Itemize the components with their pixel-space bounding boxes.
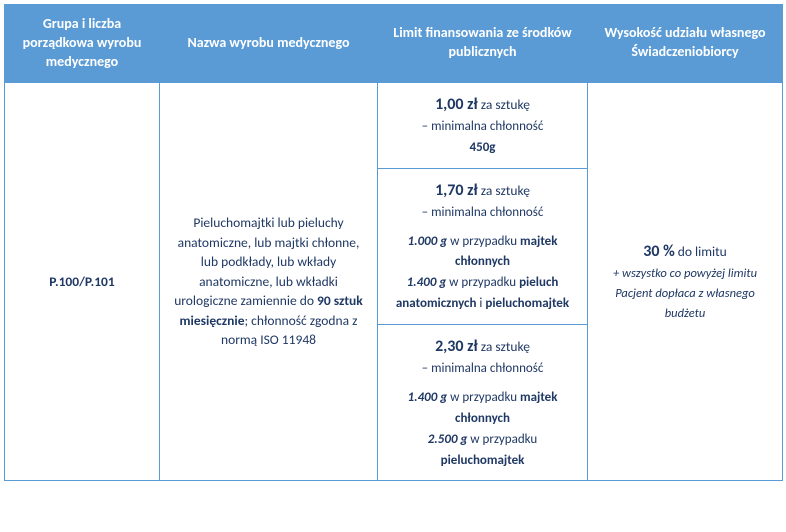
limit-price: 1,00 zł bbox=[435, 95, 478, 114]
limit-tier-3: 2,30 zł za sztukę – minimalna chłonność … bbox=[378, 324, 588, 480]
patient-share: 30 % do limitu + wszystko co powyżej lim… bbox=[588, 82, 783, 481]
limit-txt: w przypadku bbox=[467, 432, 537, 447]
limit-price: 1,70 zł bbox=[435, 181, 478, 200]
limit-val: 1.400 g bbox=[408, 390, 448, 405]
reimbursement-table: Grupa i liczba porządkowa wyrobu medyczn… bbox=[4, 4, 783, 481]
limit-txt: w przypadku bbox=[447, 390, 520, 405]
header-limit: Limit finansowania ze środków publicznyc… bbox=[378, 5, 588, 83]
product-code: P.100/P.101 bbox=[5, 82, 160, 481]
limit-txt: w przypadku bbox=[446, 275, 519, 290]
spacer bbox=[386, 379, 579, 387]
limit-item: pieluchomajtek bbox=[441, 453, 525, 468]
limit-val: 1.400 g bbox=[407, 275, 447, 290]
limit-sub: – minimalna chłonność bbox=[422, 361, 544, 376]
spacer bbox=[386, 223, 579, 231]
header-group: Grupa i liczba porządkowa wyrobu medyczn… bbox=[5, 5, 160, 83]
header-share: Wysokość udziału własnego Świadczeniobio… bbox=[588, 5, 783, 83]
limit-txt: w przypadku bbox=[447, 234, 520, 249]
table-header-row: Grupa i liczba porządkowa wyrobu medyczn… bbox=[5, 5, 783, 83]
limit-price: 2,30 zł bbox=[435, 337, 478, 356]
limit-unit: za sztukę bbox=[478, 338, 530, 355]
share-note: + wszystko co powyżej limitu Pacjent dop… bbox=[613, 266, 757, 321]
limit-sub: – minimalna chłonność bbox=[422, 205, 544, 220]
product-description: Pieluchomajtki lub pieluchy anatomiczne,… bbox=[160, 82, 378, 481]
limit-tier-1: 1,00 zł za sztukę – minimalna chłonność … bbox=[378, 82, 588, 168]
limit-unit: za sztukę bbox=[478, 182, 530, 199]
limit-sub: – minimalna chłonność bbox=[422, 119, 544, 134]
limit-unit: za sztukę bbox=[478, 96, 530, 113]
limit-item: pieluchomajtek bbox=[485, 296, 569, 311]
share-tail: do limitu bbox=[675, 243, 727, 260]
share-percent: 30 % bbox=[643, 242, 675, 261]
limit-tier-2: 1,70 zł za sztukę – minimalna chłonność … bbox=[378, 168, 588, 324]
header-name: Nazwa wyrobu medycznego bbox=[160, 5, 378, 83]
limit-absorb: 450g bbox=[470, 140, 496, 155]
table-row: P.100/P.101 Pieluchomajtki lub pieluchy … bbox=[5, 82, 783, 168]
limit-val: 1.000 g bbox=[408, 234, 448, 249]
limit-val: 2.500 g bbox=[428, 432, 468, 447]
